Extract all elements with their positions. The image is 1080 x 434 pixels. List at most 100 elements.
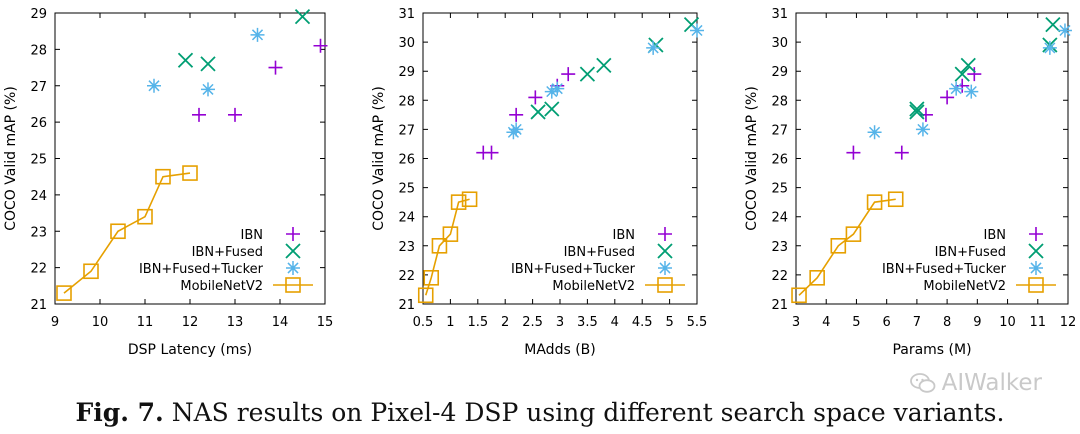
series-ibn-fused	[909, 17, 1061, 120]
x-tick-label: 9	[51, 315, 59, 330]
caption-text: NAS results on Pixel-4 DSP using differe…	[171, 398, 1005, 427]
x-tick-label: 12	[182, 315, 199, 330]
series-ibn-fused	[177, 9, 311, 72]
y-tick-label: 23	[30, 225, 47, 240]
series-ibn-fused-tucker	[506, 23, 704, 140]
x-tick-label: 15	[317, 315, 334, 330]
legend: IBN IBN+Fused IBN+Fused+Tucker MobileNetV2	[511, 227, 685, 294]
legend-marker	[658, 261, 672, 275]
y-tick-label: 25	[30, 153, 47, 168]
y-axis-label: COCO Valid mAP (%)	[744, 86, 760, 231]
legend-label: MobileNetV2	[180, 279, 263, 294]
data-point	[268, 60, 283, 75]
x-tick-label: 11	[1030, 315, 1047, 330]
y-tick-label: 27	[398, 123, 415, 138]
legend: IBN IBN+Fused IBN+Fused+Tucker MobileNetV2	[882, 227, 1056, 294]
legend-marker	[1028, 277, 1044, 293]
data-point	[56, 285, 72, 301]
legend-marker	[285, 277, 301, 293]
y-tick-label: 30	[398, 36, 415, 51]
data-point	[690, 23, 704, 38]
data-point	[137, 208, 153, 225]
data-point	[909, 104, 925, 120]
y-tick-label: 21	[771, 298, 788, 313]
plot-frame	[795, 12, 1069, 305]
x-tick-label: 4	[611, 315, 619, 330]
caption-label: Fig. 7.	[75, 398, 164, 427]
data-point	[1045, 17, 1061, 33]
y-tick-label: 28	[30, 43, 47, 58]
data-point	[250, 27, 265, 42]
x-tick-label: 14	[272, 315, 289, 330]
data-point	[909, 101, 925, 117]
x-axis-label: MAdds (B)	[524, 342, 595, 358]
y-tick-label: 29	[398, 65, 415, 80]
data-point	[894, 145, 909, 160]
x-tick-label: 6	[883, 315, 891, 330]
data-point	[228, 107, 242, 122]
data-point	[110, 223, 126, 240]
y-tick-label: 25	[398, 182, 415, 197]
legend-label: MobileNetV2	[923, 279, 1006, 294]
x-tick-label: 9	[973, 315, 981, 330]
legend-marker	[1029, 227, 1043, 241]
y-tick-label: 27	[771, 123, 788, 138]
data-point	[83, 263, 99, 280]
figure-caption: Fig. 7. NAS results on Pixel-4 DSP using…	[0, 398, 1080, 427]
data-point	[846, 145, 861, 160]
x-tick-label: 5	[852, 315, 860, 330]
wechat-icon	[909, 373, 936, 393]
data-point	[484, 145, 499, 160]
legend-marker	[657, 277, 673, 293]
y-tick-label: 24	[398, 211, 415, 226]
y-tick-label: 24	[771, 211, 788, 226]
series-line	[424, 198, 470, 296]
y-tick-label: 24	[30, 189, 47, 204]
x-tick-label: 11	[137, 315, 154, 330]
legend-marker	[1029, 261, 1043, 275]
x-tick-label: 10	[92, 315, 109, 330]
x-tick-label: 2	[501, 315, 509, 330]
y-tick-label: 26	[771, 153, 788, 168]
data-point	[867, 125, 882, 140]
data-point	[550, 81, 565, 96]
data-point	[579, 66, 596, 82]
y-tick-label: 21	[398, 298, 415, 313]
x-axis-label: Params (M)	[892, 342, 971, 358]
x-tick-label: 4.5	[632, 315, 653, 330]
legend-marker	[286, 261, 300, 275]
y-tick-label: 25	[771, 182, 788, 197]
x-axis-label: DSP Latency (ms)	[128, 342, 252, 358]
data-point	[461, 191, 478, 208]
series-line	[798, 198, 896, 296]
legend-marker	[1028, 243, 1044, 259]
data-point	[954, 66, 970, 82]
data-point	[544, 84, 559, 99]
data-point	[528, 90, 543, 105]
data-point	[845, 226, 862, 242]
data-point	[809, 270, 825, 286]
x-tick-label: 13	[227, 315, 244, 330]
y-tick-label: 22	[398, 269, 415, 284]
legend-label: IBN+Fused	[935, 245, 1006, 260]
legend-label: IBN	[613, 228, 635, 243]
series-line	[63, 172, 191, 294]
legend-marker	[285, 243, 301, 259]
x-tick-label: 1	[446, 315, 454, 330]
y-tick-label: 31	[771, 7, 788, 22]
data-point	[964, 84, 979, 99]
y-axis-label: COCO Valid mAP (%)	[371, 86, 387, 231]
series-mobilenetv2	[791, 191, 904, 304]
x-tick-label: 4	[822, 315, 830, 330]
x-tick-label: 0.5	[413, 315, 434, 330]
chart-panel-1: 9 10 11 12 13 14 15 21 22 23 24 25 26 27 28 29 DSP Laten…	[3, 7, 333, 358]
data-point	[200, 56, 216, 72]
data-point	[866, 194, 883, 210]
data-point	[596, 57, 612, 74]
x-tick-label: 12	[1060, 315, 1077, 330]
data-point	[509, 122, 524, 137]
data-point	[442, 226, 459, 242]
data-point	[918, 107, 933, 122]
x-tick-label: 8	[943, 315, 951, 330]
data-point	[417, 287, 434, 304]
